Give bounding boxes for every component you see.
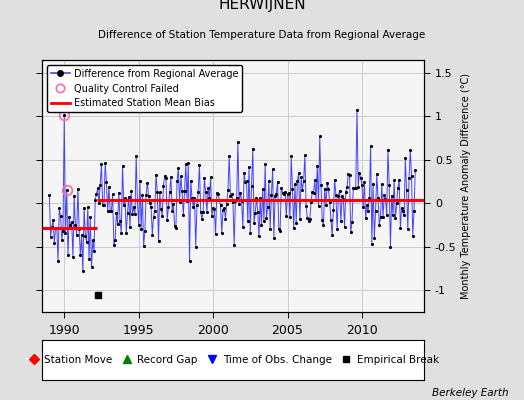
- Text: 1995: 1995: [123, 324, 155, 337]
- Text: HERWIJNEN: HERWIJNEN: [218, 0, 306, 12]
- Text: 2005: 2005: [271, 324, 303, 337]
- Legend: Station Move, Record Gap, Time of Obs. Change, Empirical Break: Station Move, Record Gap, Time of Obs. C…: [23, 351, 443, 369]
- Y-axis label: Monthly Temperature Anomaly Difference (°C): Monthly Temperature Anomaly Difference (…: [461, 73, 471, 299]
- Text: Berkeley Earth: Berkeley Earth: [432, 388, 508, 398]
- Legend: Difference from Regional Average, Quality Control Failed, Estimated Station Mean: Difference from Regional Average, Qualit…: [47, 65, 243, 112]
- Text: 2000: 2000: [197, 324, 229, 337]
- Text: 2010: 2010: [346, 324, 378, 337]
- Text: Difference of Station Temperature Data from Regional Average: Difference of Station Temperature Data f…: [99, 30, 425, 40]
- Text: 1990: 1990: [48, 324, 80, 337]
